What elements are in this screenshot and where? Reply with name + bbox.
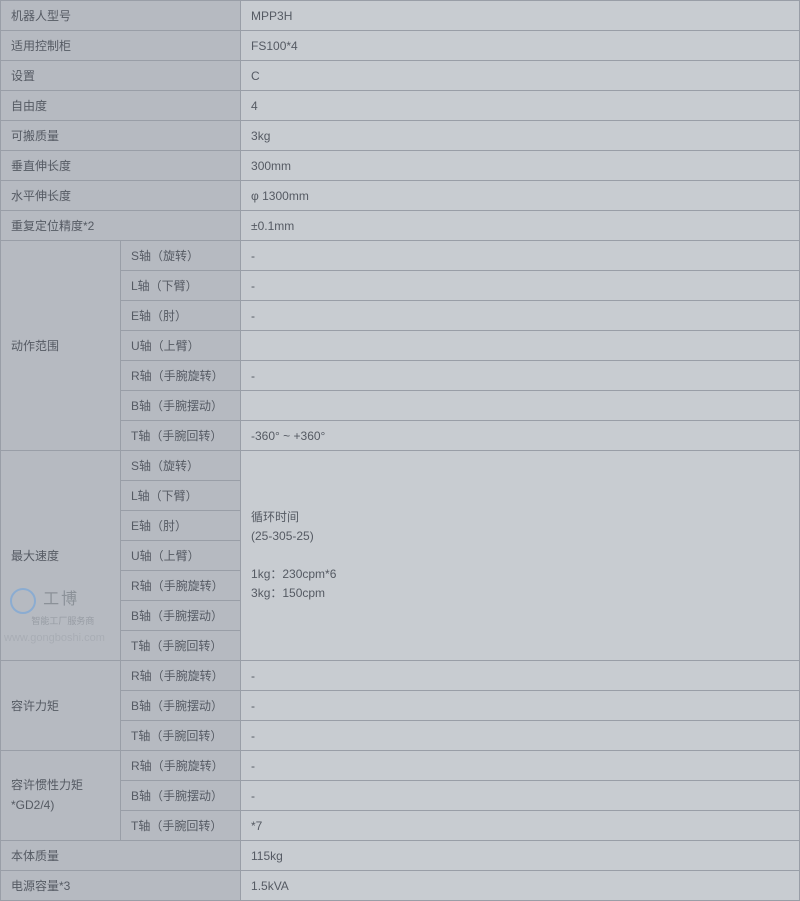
axis-label: T轴（手腕回转）: [121, 721, 241, 751]
axis-value: -: [241, 241, 800, 271]
row-label: 垂直伸长度: [1, 151, 241, 181]
row-value: MPP3H: [241, 1, 800, 31]
axis-label: R轴（手腕旋转）: [121, 661, 241, 691]
group-max-speed: 最大速度: [1, 451, 121, 661]
row-value: C: [241, 61, 800, 91]
axis-value: -: [241, 721, 800, 751]
axis-label: T轴（手腕回转）: [121, 811, 241, 841]
row-value: 4: [241, 91, 800, 121]
axis-value: -: [241, 691, 800, 721]
row-value: 115kg: [241, 841, 800, 871]
row-label: 设置: [1, 61, 241, 91]
axis-label: B轴（手腕摆动）: [121, 391, 241, 421]
axis-value: *7: [241, 811, 800, 841]
group-motion-range: 动作范围: [1, 241, 121, 451]
row-value: 300mm: [241, 151, 800, 181]
group-allow-torque: 容许力矩: [1, 661, 121, 751]
axis-label: R轴（手腕旋转）: [121, 751, 241, 781]
row-value: 1.5kVA: [241, 871, 800, 901]
axis-label: L轴（下臂）: [121, 481, 241, 511]
axis-value: -: [241, 661, 800, 691]
max-speed-value: 循环时间 (25-305-25) 1kg：230cpm*6 3kg：150cpm: [241, 451, 800, 661]
axis-value: -: [241, 781, 800, 811]
axis-label: S轴（旋转）: [121, 451, 241, 481]
axis-label: S轴（旋转）: [121, 241, 241, 271]
axis-value: -: [241, 361, 800, 391]
row-label: 水平伸长度: [1, 181, 241, 211]
axis-value: -: [241, 301, 800, 331]
row-label: 自由度: [1, 91, 241, 121]
axis-label: B轴（手腕摆动）: [121, 781, 241, 811]
axis-label: T轴（手腕回转）: [121, 421, 241, 451]
axis-value: -: [241, 271, 800, 301]
axis-value: [241, 331, 800, 361]
row-value: ±0.1mm: [241, 211, 800, 241]
row-label: 电源容量*3: [1, 871, 241, 901]
row-label: 本体质量: [1, 841, 241, 871]
axis-label: E轴（肘）: [121, 511, 241, 541]
axis-label: T轴（手腕回转）: [121, 631, 241, 661]
row-label: 可搬质量: [1, 121, 241, 151]
axis-label: E轴（肘）: [121, 301, 241, 331]
row-value: φ 1300mm: [241, 181, 800, 211]
axis-value: -360° ~ +360°: [241, 421, 800, 451]
axis-value: [241, 391, 800, 421]
group-allow-inertia: 容许惯性力矩 *GD2/4): [1, 751, 121, 841]
row-label: 适用控制柜: [1, 31, 241, 61]
axis-label: B轴（手腕摆动）: [121, 601, 241, 631]
row-label: 机器人型号: [1, 1, 241, 31]
row-value: 3kg: [241, 121, 800, 151]
axis-label: R轴（手腕旋转）: [121, 361, 241, 391]
axis-label: R轴（手腕旋转）: [121, 571, 241, 601]
row-label: 重复定位精度*2: [1, 211, 241, 241]
axis-label: B轴（手腕摆动）: [121, 691, 241, 721]
spec-table: 机器人型号MPP3H适用控制柜FS100*4设置C自由度4可搬质量3kg垂直伸长…: [0, 0, 800, 901]
axis-label: U轴（上臂）: [121, 541, 241, 571]
axis-label: U轴（上臂）: [121, 331, 241, 361]
axis-value: -: [241, 751, 800, 781]
row-value: FS100*4: [241, 31, 800, 61]
axis-label: L轴（下臂）: [121, 271, 241, 301]
